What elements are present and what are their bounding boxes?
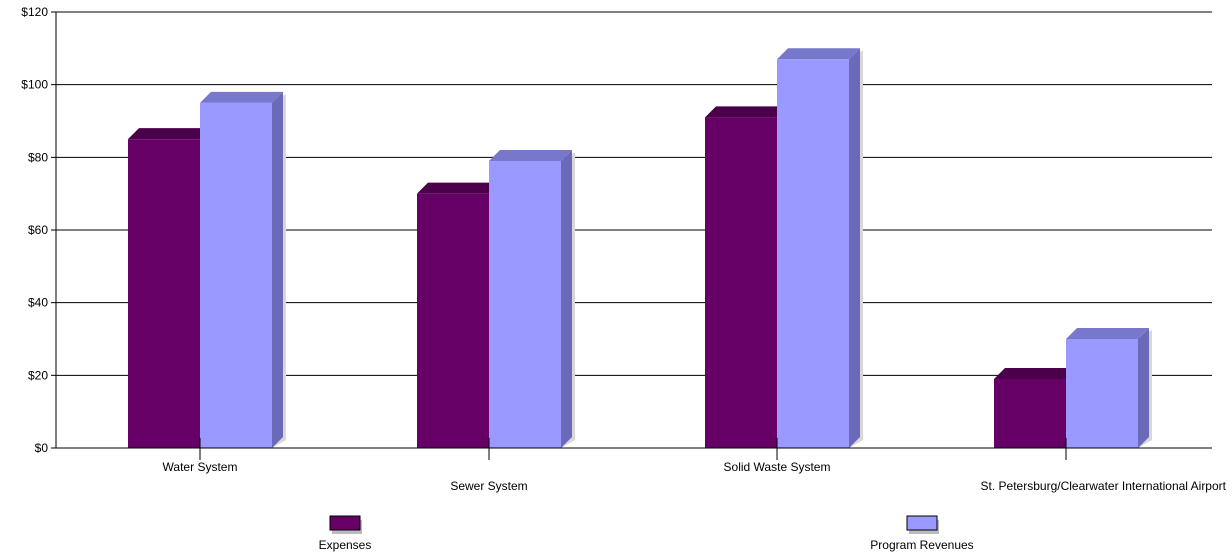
bar-expenses — [994, 367, 1077, 448]
bar-side — [561, 149, 572, 448]
bar-expenses — [128, 128, 211, 448]
bar-program-revenues — [489, 149, 575, 448]
legend-item: Expenses — [319, 515, 372, 552]
bar-front — [417, 193, 489, 448]
bar-side — [272, 91, 283, 448]
bar-front — [705, 117, 777, 448]
x-tick-label: Water System — [163, 460, 238, 474]
bar-front — [489, 160, 561, 448]
axes — [55, 12, 1212, 449]
y-tick-label: $60 — [28, 223, 48, 237]
bar-program-revenues — [200, 91, 286, 448]
x-tick-label: St. Petersburg/Clearwater International … — [981, 479, 1227, 493]
bar-front — [1066, 339, 1138, 448]
y-tick-label: $0 — [35, 441, 49, 455]
legend-label: Program Revenues — [870, 538, 973, 552]
x-axis-ticks: Water System Sewer System Solid Waste Syst… — [163, 438, 1227, 493]
legend: Expenses Program Revenues — [319, 515, 974, 552]
bar-top — [1066, 328, 1149, 339]
y-tick-label: $120 — [21, 5, 48, 19]
bar-top — [777, 48, 860, 60]
y-tick-label: $80 — [28, 150, 48, 164]
legend-swatch — [906, 515, 938, 531]
bar-front — [128, 139, 200, 448]
bar-expenses — [705, 106, 788, 448]
legend-label: Expenses — [319, 538, 372, 552]
legend-item: Program Revenues — [870, 515, 974, 552]
bar-top — [489, 149, 572, 161]
bar-front — [200, 102, 272, 448]
bar-top — [417, 182, 500, 194]
bar-top — [128, 128, 211, 140]
x-tick-label: Sewer System — [450, 479, 527, 493]
legend-swatch — [329, 515, 361, 531]
bar-program-revenues — [777, 48, 863, 448]
y-tick-label: $20 — [28, 368, 48, 382]
bars — [128, 48, 1152, 448]
bar-side — [849, 48, 860, 448]
bar-side — [1138, 328, 1149, 448]
bar-top — [200, 91, 283, 103]
y-tick-label: $100 — [21, 78, 48, 92]
bar-expenses — [417, 182, 500, 448]
bar-top — [994, 367, 1077, 379]
bar-program-revenues — [1066, 328, 1152, 448]
bar-front — [777, 59, 849, 448]
y-axis-ticks: $0 $20 $40 $60 $80 $100 $120 — [21, 5, 56, 455]
bar-top — [705, 106, 788, 118]
y-tick-label: $40 — [28, 296, 48, 310]
bar-front — [994, 378, 1066, 448]
x-tick-label: Solid Waste System — [724, 460, 831, 474]
